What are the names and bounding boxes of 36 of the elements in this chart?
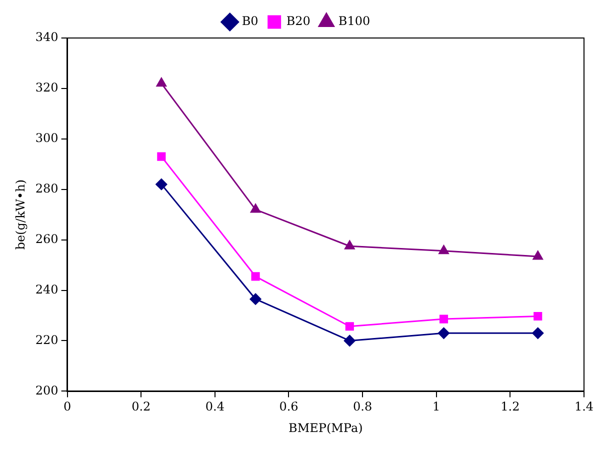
point <box>250 293 262 305</box>
point <box>250 204 261 213</box>
x-tick-label: 1 <box>432 400 440 414</box>
x-tick-label: 1.4 <box>574 400 594 414</box>
point <box>156 178 168 190</box>
legend-label: B20 <box>286 14 310 28</box>
x-tick-label: 0.8 <box>353 400 372 414</box>
y-tick-label: 220 <box>35 332 58 347</box>
y-axis-title: be(g/kW•h) <box>13 179 28 250</box>
point <box>345 322 354 331</box>
legend-label: B100 <box>338 14 370 28</box>
y-tick-label: 300 <box>35 131 58 146</box>
y-tick-label: 260 <box>35 232 58 246</box>
y-tick-label: 340 <box>35 30 58 44</box>
point <box>344 334 356 346</box>
point <box>439 314 448 324</box>
x-tick-label: 0.4 <box>205 400 225 414</box>
x-tick-label: 0.6 <box>279 400 298 414</box>
point <box>534 312 542 321</box>
x-tick-label: 0 <box>63 400 72 414</box>
y-tick-label: 200 <box>35 383 58 398</box>
point <box>156 78 166 87</box>
y-tick-label: 240 <box>35 282 58 296</box>
point <box>344 240 355 250</box>
point <box>157 152 166 161</box>
point <box>532 327 544 339</box>
point <box>438 327 450 339</box>
point <box>438 245 449 254</box>
point <box>251 272 260 281</box>
x-tick-label: 0.2 <box>132 400 151 414</box>
y-tick-label: 280 <box>35 181 58 196</box>
point <box>532 250 543 260</box>
x-tick-label: 1.2 <box>500 400 520 414</box>
x-axis-title: BMEP(MPa) <box>288 420 363 435</box>
legend-label: B0 <box>242 14 258 28</box>
y-tick-label: 320 <box>35 80 58 95</box>
